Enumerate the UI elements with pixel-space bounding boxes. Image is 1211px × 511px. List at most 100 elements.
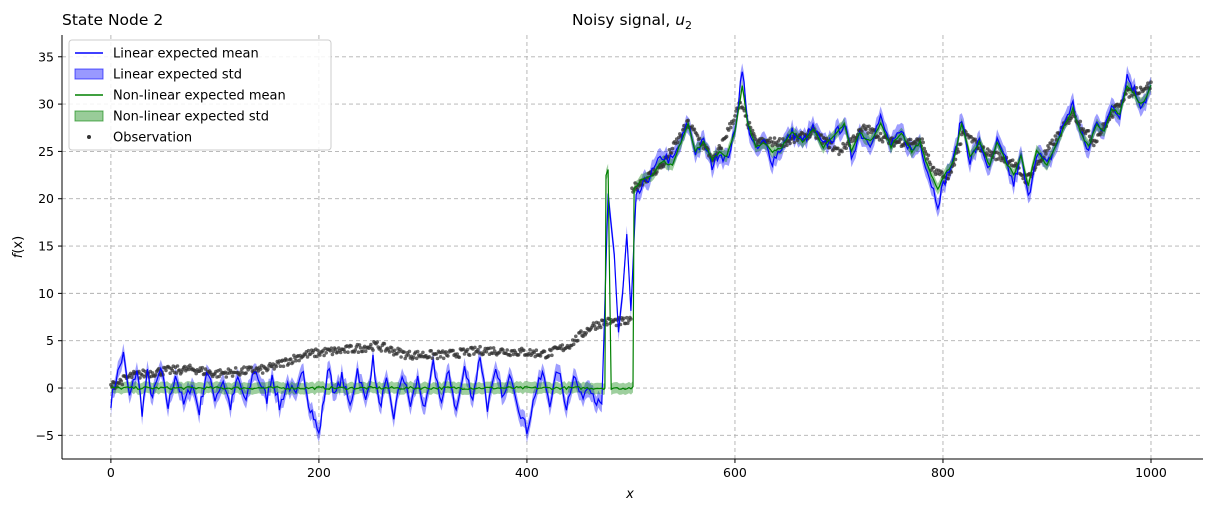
observation-point [1129, 94, 1133, 98]
observation-point [754, 137, 758, 141]
observation-point [732, 118, 736, 122]
observation-point [690, 124, 695, 128]
observation-point [878, 131, 883, 136]
observation-point [926, 153, 931, 158]
observation-point [318, 353, 322, 357]
observation-point [389, 346, 394, 350]
observation-point [338, 350, 343, 355]
observation-point [407, 349, 412, 354]
observation-point [203, 367, 208, 371]
observation-point [1081, 127, 1086, 131]
observation-point [1087, 134, 1092, 139]
observation-point [182, 364, 187, 369]
observation-point [358, 346, 363, 350]
observation-point [547, 354, 551, 358]
observation-point [675, 140, 680, 145]
observation-point [174, 371, 179, 375]
observation-point [501, 348, 505, 352]
observation-point [329, 346, 334, 351]
legend-label: Linear expected std [113, 68, 242, 83]
observation-point [289, 357, 293, 361]
x-tick-label: 0 [107, 465, 115, 480]
observation-point [199, 368, 204, 373]
observation-point [532, 350, 536, 355]
linear-mean-line [110, 71, 1152, 436]
observation-point [733, 114, 737, 118]
observation-point [1146, 81, 1150, 85]
observation-point [595, 326, 600, 330]
observation-point [430, 356, 435, 361]
observation-point [444, 350, 448, 354]
observation-point [233, 366, 238, 370]
observation-point [343, 350, 347, 354]
y-tick-label: 15 [38, 239, 54, 254]
observation-point [958, 142, 963, 146]
legend-band-marker [74, 68, 104, 80]
observation-point [695, 133, 700, 138]
observation-point [840, 149, 844, 154]
observation-point [137, 369, 141, 374]
observation-point [484, 350, 489, 354]
observation-point [508, 353, 513, 358]
observation-point [837, 152, 841, 157]
y-tick-label: 30 [38, 97, 54, 112]
observation-point [876, 135, 881, 139]
observation-point [914, 142, 918, 146]
observation-point [808, 134, 812, 139]
observation-point [579, 329, 583, 333]
legend-label: Non-linear expected std [113, 110, 269, 125]
x-tick-label: 600 [723, 465, 747, 480]
observation-point [491, 346, 496, 350]
observation-point [353, 348, 358, 352]
observation-point [274, 364, 279, 369]
observation-point [662, 162, 666, 166]
observation-point [860, 129, 864, 133]
observation-point [218, 368, 222, 372]
observation-point [249, 365, 254, 370]
observation-point [836, 146, 840, 151]
observation-point [357, 343, 362, 347]
observation-point [792, 140, 796, 145]
observation-point [281, 364, 286, 369]
observation-point [584, 331, 588, 335]
observation-point [129, 375, 134, 380]
y-tick-label: 0 [46, 381, 54, 396]
observation-point [864, 127, 868, 132]
observation-point [411, 355, 416, 360]
observation-point [747, 120, 752, 125]
observation-point [892, 144, 896, 148]
y-tick-label: 5 [46, 333, 54, 348]
observation-point [534, 348, 539, 353]
observation-point [574, 334, 578, 339]
observation-point [1149, 80, 1153, 84]
observation-point [455, 352, 460, 356]
observation-point [200, 365, 205, 370]
observation-point [402, 350, 407, 354]
observation-point [224, 375, 229, 379]
observation-point [467, 353, 472, 358]
chart-title: Noisy signal, u2 [572, 11, 692, 32]
linear-std-band [110, 63, 1151, 443]
observation-point [505, 348, 510, 352]
observation-point [592, 324, 597, 328]
y-tick-label: 20 [38, 191, 54, 206]
observation-point [724, 134, 729, 139]
observation-point [268, 361, 272, 366]
observation-point [633, 181, 637, 185]
observation-point [931, 165, 936, 170]
observation-point [946, 176, 950, 181]
observation-point [476, 347, 480, 352]
observation-point [371, 348, 375, 352]
observation-point [516, 353, 521, 357]
observation-point [920, 137, 924, 141]
observation-point [393, 348, 397, 353]
legend-box [68, 39, 332, 151]
observation-point [175, 364, 180, 368]
observation-point [952, 163, 957, 167]
observation-point [238, 373, 242, 377]
observation-point [1086, 129, 1091, 133]
legend-label: Non-linear expected mean [113, 89, 286, 104]
observation-point [940, 170, 944, 175]
observation-point [244, 371, 248, 375]
